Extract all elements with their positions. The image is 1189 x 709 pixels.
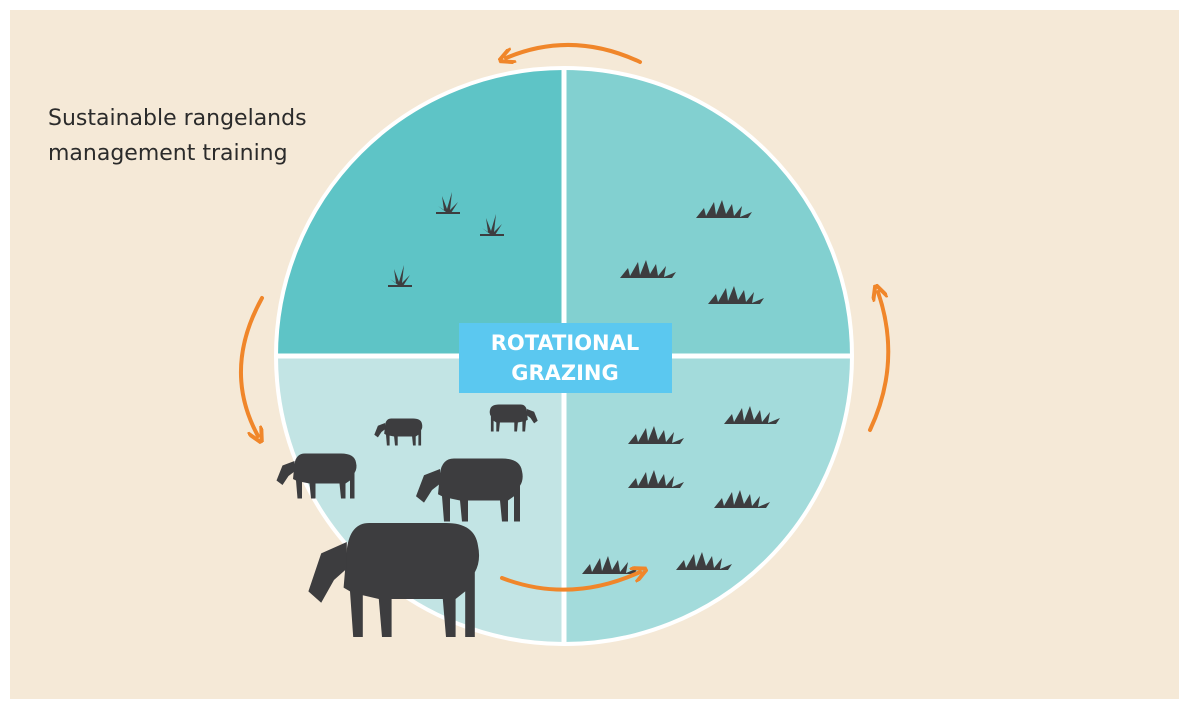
label-line: GRAZING bbox=[511, 361, 619, 385]
title-line: management training bbox=[48, 141, 288, 166]
diagram: Sustainable rangelands management traini… bbox=[0, 0, 1189, 709]
center-label: ROTATIONAL GRAZING bbox=[459, 323, 672, 393]
label-line: ROTATIONAL bbox=[491, 331, 640, 355]
page: Sustainable rangelands management traini… bbox=[0, 0, 1189, 709]
title-line: Sustainable rangelands bbox=[48, 106, 307, 131]
